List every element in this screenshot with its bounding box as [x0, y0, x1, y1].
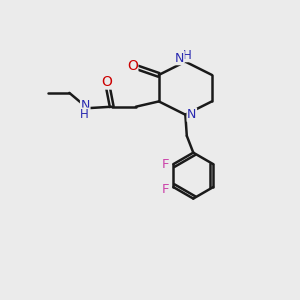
- Text: H: H: [182, 49, 191, 62]
- Text: H: H: [80, 108, 89, 121]
- Text: N: N: [80, 99, 90, 112]
- Text: F: F: [161, 183, 169, 196]
- Text: O: O: [127, 59, 138, 73]
- Text: O: O: [101, 75, 112, 89]
- Text: N: N: [175, 52, 184, 64]
- Text: F: F: [161, 158, 169, 171]
- Text: N: N: [187, 108, 196, 121]
